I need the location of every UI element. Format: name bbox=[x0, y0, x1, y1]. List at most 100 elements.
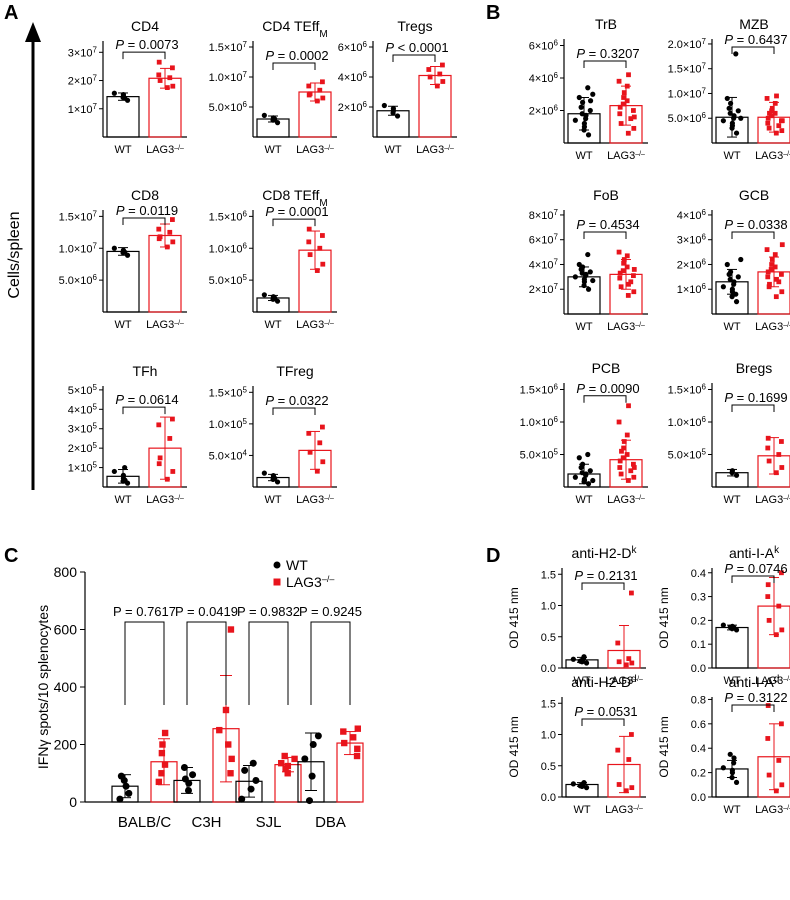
data-point-wt bbox=[274, 120, 281, 126]
y-tick-label: 5×105 bbox=[68, 382, 98, 397]
data-point-lag3 bbox=[773, 130, 779, 136]
p-value-number: = 0.4534 bbox=[585, 217, 640, 232]
data-point-lag3 bbox=[340, 728, 347, 735]
chart-title-sup: k bbox=[631, 545, 637, 556]
data-point-lag3 bbox=[629, 732, 634, 737]
significance-bracket bbox=[122, 51, 166, 60]
y-tick-label: 3×105 bbox=[68, 421, 98, 436]
data-point-lag3 bbox=[767, 110, 772, 116]
p-value: P = 0.0419 bbox=[175, 604, 238, 619]
data-point-wt bbox=[390, 105, 396, 112]
data-point-wt bbox=[585, 451, 591, 458]
y-tick-label-exp: 6 bbox=[363, 40, 368, 49]
y-axis-label: OD 415 nm bbox=[657, 587, 671, 648]
x-label-lag3: LAG3–/– bbox=[146, 319, 184, 331]
y-tick-label-exp: 6 bbox=[93, 273, 98, 282]
y-tick-label: 0.4 bbox=[691, 743, 706, 755]
y-tick-label: 1.5×106 bbox=[520, 382, 559, 397]
x-label-wt: WT bbox=[723, 675, 740, 687]
y-tick-label-base: 5.0×10 bbox=[520, 450, 554, 462]
data-point-lag3 bbox=[765, 274, 771, 280]
data-point-lag3 bbox=[616, 659, 622, 665]
x-label-lag3-base: LAG3 bbox=[296, 319, 324, 331]
y-tick-label: 2×106 bbox=[338, 100, 368, 115]
y-tick-label-exp: 6 bbox=[702, 282, 707, 291]
y-tick-label-base: 1.5×10 bbox=[209, 42, 243, 54]
data-point-lag3 bbox=[779, 128, 785, 134]
x-label-wt: WT bbox=[723, 321, 740, 333]
x-label-lag3-base: LAG3 bbox=[296, 144, 324, 156]
p-value: P = 0.0322 bbox=[265, 393, 328, 408]
y-tick-label-base: 6×10 bbox=[529, 235, 554, 247]
data-point-lag3 bbox=[157, 455, 163, 461]
y-tick-label-exp: 7 bbox=[93, 209, 98, 218]
significance-bracket bbox=[122, 406, 166, 415]
p-value: P = 0.4534 bbox=[576, 217, 639, 232]
y-tick-label: 0.5 bbox=[541, 761, 556, 773]
data-point-wt bbox=[724, 261, 730, 268]
data-point-wt bbox=[308, 772, 316, 780]
chart-title-base: anti-I-A bbox=[729, 674, 775, 690]
data-point-lag3 bbox=[620, 268, 626, 274]
y-tick-label: 600 bbox=[54, 622, 78, 638]
p-value-letter: P bbox=[576, 46, 585, 61]
y-tick-label: 1.0×107 bbox=[209, 70, 248, 85]
data-point-lag3 bbox=[624, 452, 630, 457]
y-tick-label-exp: 7 bbox=[93, 73, 98, 82]
data-point-lag3 bbox=[617, 111, 623, 117]
data-point-lag3 bbox=[156, 72, 162, 78]
data-point-lag3 bbox=[317, 87, 323, 93]
significance-bracket bbox=[248, 621, 289, 705]
y-axis-label: OD 415 nm bbox=[657, 716, 671, 777]
y-tick-label-exp: 6 bbox=[702, 232, 707, 241]
y-tick-label-exp: 5 bbox=[93, 460, 98, 469]
y-tick-label-exp: 6 bbox=[702, 257, 707, 266]
p-value-letter: P bbox=[265, 204, 274, 219]
x-label-lag3-sup: –/– bbox=[324, 145, 334, 152]
data-point-lag3 bbox=[170, 239, 176, 245]
chart-title: anti-H2-Dd bbox=[571, 674, 636, 691]
data-point-lag3 bbox=[772, 100, 778, 106]
data-point-lag3 bbox=[624, 264, 630, 270]
data-point-lag3 bbox=[306, 83, 312, 89]
data-point-wt bbox=[576, 455, 582, 461]
data-point-lag3 bbox=[624, 98, 630, 104]
data-point-lag3 bbox=[156, 422, 162, 428]
y-tick-label-base: 0.8 bbox=[691, 694, 706, 706]
data-point-wt bbox=[733, 299, 740, 305]
data-point-lag3 bbox=[621, 257, 627, 262]
y-tick-label-base: 0.4 bbox=[691, 743, 706, 755]
chart-title-base: TFreg bbox=[276, 363, 313, 379]
data-point-wt bbox=[733, 51, 739, 57]
p-value-letter: P bbox=[576, 381, 585, 396]
y-tick-label-base: 1.0×10 bbox=[59, 243, 93, 255]
x-label-lag3: LAG3–/– bbox=[755, 150, 790, 162]
data-point-lag3 bbox=[617, 270, 623, 276]
y-tick-label: 4×107 bbox=[529, 257, 559, 272]
y-tick-label: 0.8 bbox=[691, 694, 706, 706]
data-point-lag3 bbox=[164, 244, 170, 250]
y-tick-label: 1.0×106 bbox=[668, 415, 707, 430]
data-point-lag3 bbox=[170, 416, 175, 422]
cells-spleen-label: Cells/spleen bbox=[6, 211, 23, 298]
data-point-lag3 bbox=[618, 284, 624, 290]
data-point-lag3 bbox=[772, 110, 778, 116]
p-value-letter: P bbox=[265, 48, 274, 63]
significance-bracket bbox=[310, 621, 351, 705]
data-point-lag3 bbox=[773, 470, 779, 476]
chart-title-base: TFh bbox=[133, 363, 158, 379]
y-tick-label-base: 5.0×10 bbox=[209, 450, 243, 462]
data-point-lag3 bbox=[626, 757, 632, 762]
x-label-wt: WT bbox=[575, 321, 592, 333]
data-point-lag3 bbox=[170, 83, 176, 89]
significance-bracket bbox=[272, 62, 316, 70]
y-tick-label: 8×107 bbox=[529, 207, 559, 222]
y-tick-label: 5.0×104 bbox=[209, 448, 248, 463]
y-tick-label-base: 1.0 bbox=[541, 601, 556, 613]
x-label-wt: WT bbox=[573, 675, 590, 687]
y-tick-label-exp: 6 bbox=[702, 415, 707, 424]
y-tick-label-exp: 6 bbox=[554, 382, 559, 391]
